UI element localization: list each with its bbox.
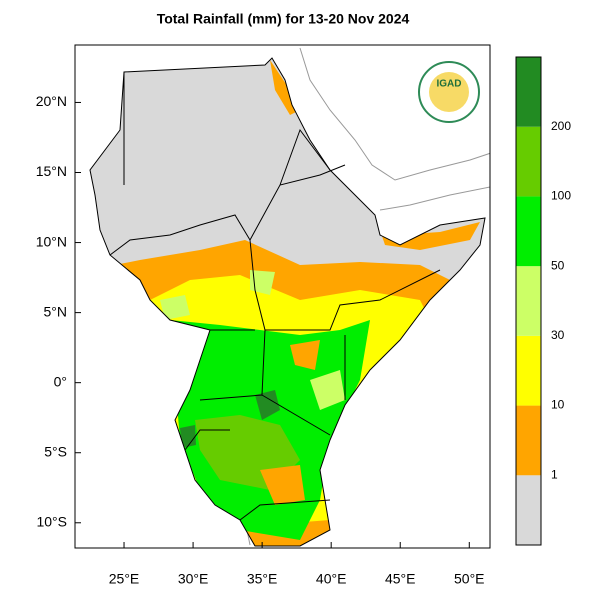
y-tick-label: 20°N xyxy=(36,93,67,109)
land xyxy=(90,58,485,546)
logo: IGAD xyxy=(418,61,480,123)
x-tick-label: 25°E xyxy=(109,571,140,587)
y-tick-label: 5°N xyxy=(44,303,68,319)
rain-1-10 xyxy=(260,340,320,505)
map-frame xyxy=(74,44,491,549)
rain-200-plus xyxy=(180,390,280,448)
legend-swatch xyxy=(516,57,541,127)
legend-level-label: 10 xyxy=(551,398,565,412)
x-tick-label: 50°E xyxy=(454,571,485,587)
y-tick-label: 10°S xyxy=(36,513,67,529)
y-tick-label: 5°S xyxy=(44,443,67,459)
legend-swatch xyxy=(516,126,541,197)
legend-level-label: 30 xyxy=(551,328,565,342)
legend-swatch xyxy=(516,196,541,267)
logo-text: IGAD xyxy=(437,79,462,90)
legend-level-label: 1 xyxy=(551,467,558,481)
legend-level-label: 50 xyxy=(551,258,565,272)
legend-swatch xyxy=(516,266,541,336)
colorbar-frame xyxy=(515,56,542,546)
x-tick-label: 35°E xyxy=(247,571,278,587)
map-title: Total Rainfall (mm) for 13-20 Nov 2024 xyxy=(157,11,410,27)
legend-swatch xyxy=(516,475,541,545)
legend-swatch xyxy=(516,405,541,476)
y-tick-label: 0° xyxy=(54,373,67,389)
coastline xyxy=(299,47,490,181)
logo-globe xyxy=(429,72,469,112)
y-tick-label: 10°N xyxy=(36,233,67,249)
legend-swatch xyxy=(516,335,541,406)
region-outline xyxy=(89,57,486,547)
rain-30-50 xyxy=(160,270,345,410)
map-body xyxy=(89,47,490,547)
legend-level-label: 100 xyxy=(551,189,571,203)
country-borders xyxy=(109,72,441,521)
x-tick-label: 40°E xyxy=(316,571,347,587)
x-tick-label: 30°E xyxy=(178,571,209,587)
coastline xyxy=(379,186,490,211)
x-tick-label: 45°E xyxy=(385,571,416,587)
y-tick-label: 15°N xyxy=(36,163,67,179)
legend-level-label: 200 xyxy=(551,119,571,133)
